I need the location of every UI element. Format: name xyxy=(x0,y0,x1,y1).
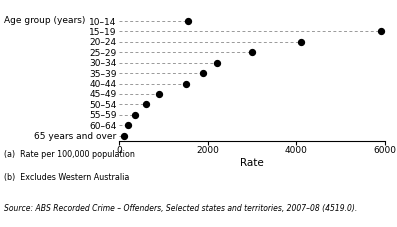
Point xyxy=(182,82,189,85)
Text: Age group (years): Age group (years) xyxy=(4,16,85,25)
Point xyxy=(120,134,127,137)
Point xyxy=(156,92,162,96)
Point xyxy=(249,50,255,54)
Text: (a)  Rate per 100,000 population: (a) Rate per 100,000 population xyxy=(4,150,135,159)
Point xyxy=(185,19,191,23)
Point xyxy=(214,61,220,64)
Point xyxy=(125,123,131,127)
Text: Source: ABS Recorded Crime – Offenders, Selected states and territories, 2007–08: Source: ABS Recorded Crime – Offenders, … xyxy=(4,204,357,213)
Point xyxy=(131,113,138,116)
Point xyxy=(143,103,149,106)
Text: (b)  Excludes Western Australia: (b) Excludes Western Australia xyxy=(4,173,129,182)
Point xyxy=(378,30,384,33)
X-axis label: Rate: Rate xyxy=(240,158,264,168)
Point xyxy=(200,71,206,75)
Point xyxy=(298,40,304,44)
